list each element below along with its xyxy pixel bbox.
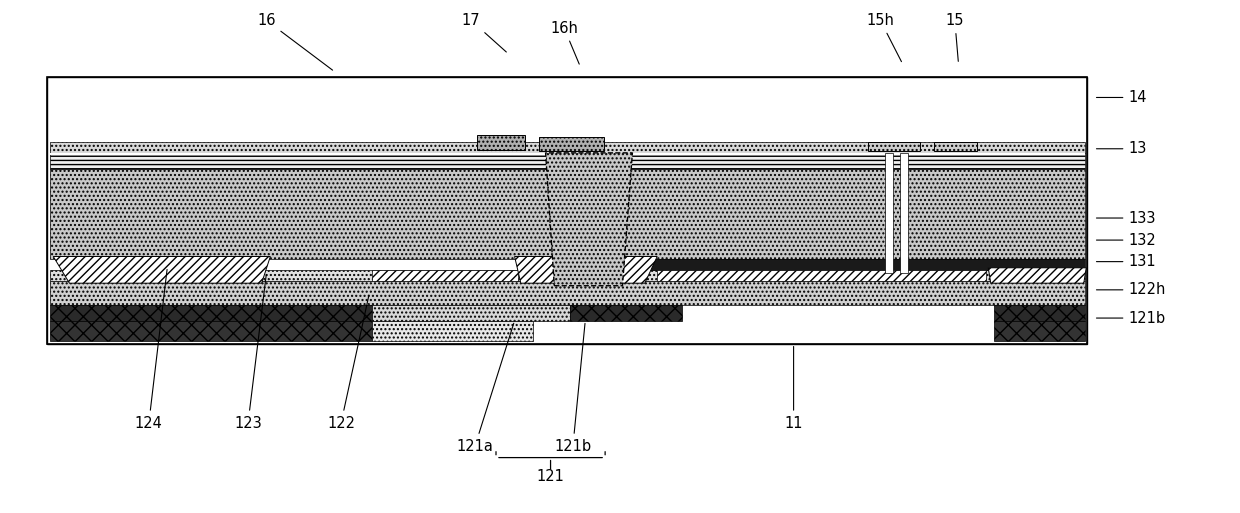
Bar xyxy=(50,142,1085,153)
Text: 123: 123 xyxy=(234,274,267,431)
Bar xyxy=(47,77,1087,344)
Text: 133: 133 xyxy=(1096,210,1156,226)
Text: 132: 132 xyxy=(1096,232,1156,248)
Text: 15h: 15h xyxy=(867,13,901,62)
Text: 16: 16 xyxy=(258,13,332,70)
Bar xyxy=(570,305,682,321)
Polygon shape xyxy=(988,268,1086,283)
Text: 121: 121 xyxy=(537,468,564,484)
Text: 131: 131 xyxy=(1096,254,1156,269)
Polygon shape xyxy=(546,153,632,286)
Polygon shape xyxy=(515,256,657,283)
Bar xyxy=(642,259,1085,270)
Bar xyxy=(50,321,372,341)
Text: 16h: 16h xyxy=(551,21,579,64)
Text: 13: 13 xyxy=(1096,141,1147,156)
Polygon shape xyxy=(546,153,632,286)
Bar xyxy=(50,169,1085,259)
Text: 11: 11 xyxy=(785,346,802,431)
Bar xyxy=(50,270,1085,281)
Text: 121a: 121a xyxy=(456,323,513,454)
Bar xyxy=(994,321,1085,341)
Bar xyxy=(885,153,893,273)
Bar xyxy=(934,142,977,151)
Bar xyxy=(372,321,533,341)
Bar xyxy=(47,77,1087,344)
Bar xyxy=(372,270,518,281)
Text: 122h: 122h xyxy=(1096,282,1166,298)
Bar xyxy=(657,270,986,281)
Text: 122: 122 xyxy=(327,295,370,431)
Bar xyxy=(50,153,1085,155)
Text: 124: 124 xyxy=(135,269,167,431)
Bar xyxy=(50,305,372,321)
Bar xyxy=(477,135,525,150)
Bar xyxy=(868,142,920,151)
Text: 121b: 121b xyxy=(554,323,591,454)
Text: 121b: 121b xyxy=(1096,310,1166,326)
Text: 15: 15 xyxy=(946,13,963,62)
Bar xyxy=(539,137,604,151)
Bar xyxy=(994,305,1085,321)
Bar xyxy=(50,281,1085,305)
Bar xyxy=(900,153,908,273)
Polygon shape xyxy=(53,256,270,283)
Text: 14: 14 xyxy=(1096,90,1147,105)
Bar xyxy=(50,153,1085,169)
Text: 17: 17 xyxy=(461,13,506,52)
Bar xyxy=(372,305,570,321)
